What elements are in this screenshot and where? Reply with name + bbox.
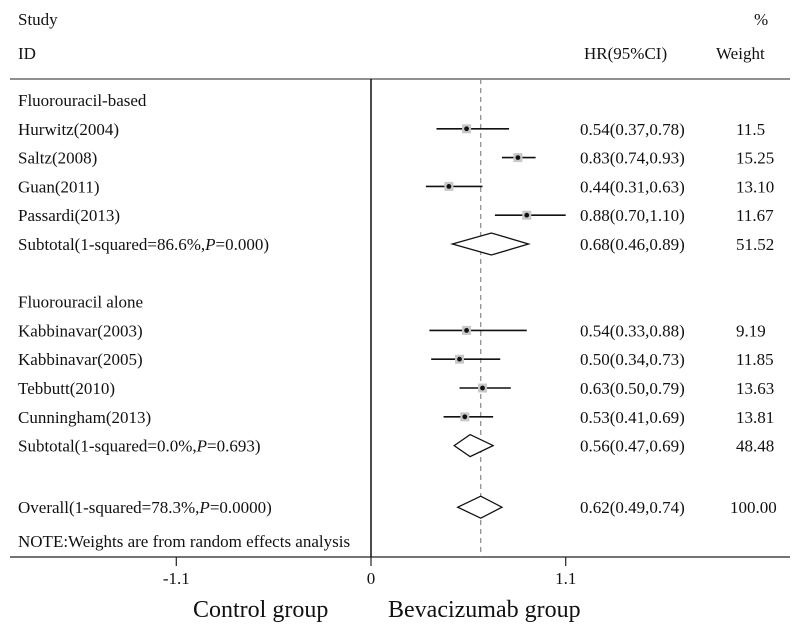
weight-value: 15.25 — [736, 149, 774, 168]
x-tick-label: 1.1 — [555, 569, 576, 588]
p-value-text: =0.0000) — [210, 498, 272, 517]
row-label-text: Overall(1-squared=78.3%, — [18, 498, 199, 517]
point-estimate — [464, 126, 469, 132]
weight-value: 9.19 — [736, 321, 766, 340]
subtotal-diamond — [450, 232, 531, 256]
group-label: Fluorouracil-based — [18, 91, 147, 110]
study-label: Kabbinavar(2005) — [18, 350, 143, 369]
percent-header: % — [754, 10, 769, 29]
p-value-text: =0.000) — [216, 235, 270, 254]
hr-header: HR(95%CI) — [584, 44, 668, 63]
id-header: ID — [18, 44, 36, 63]
point-estimate — [515, 155, 521, 161]
study-label: Passardi(2013) — [18, 206, 120, 225]
point-estimate — [524, 212, 530, 218]
study-label: Guan(2011) — [18, 177, 100, 196]
x-label-right: Bevacizumab group — [388, 597, 581, 623]
x-tick-label: 0 — [367, 569, 376, 588]
hr-ci-value: 0.54(0.33,0.88) — [580, 321, 685, 340]
point-estimate — [462, 414, 468, 420]
point-estimate — [464, 328, 469, 333]
weight-value: 13.63 — [736, 379, 774, 398]
study-label: Tebbutt(2010) — [18, 379, 115, 398]
group-label: Fluorouracil alone — [18, 293, 143, 312]
x-tick-label: -1.1 — [163, 569, 190, 588]
p-letter: P — [198, 498, 209, 517]
weight-value: 51.52 — [736, 235, 774, 254]
study-label: Hurwitz(2004) — [18, 120, 119, 139]
row-label-text: Passardi(2013) — [18, 206, 120, 225]
row-label-text: Subtotal(1-squared=0.0%, — [18, 437, 197, 456]
hr-ci-value: 0.56(0.47,0.69) — [580, 437, 685, 456]
row-label-text: Tebbutt(2010) — [18, 379, 115, 398]
weight-value: 11.67 — [736, 206, 774, 225]
weight-value: 13.81 — [736, 408, 774, 427]
hr-ci-value: 0.68(0.46,0.89) — [580, 235, 685, 254]
row-label-text: Subtotal(1-squared=86.6%, — [18, 235, 205, 254]
study-header: Study — [18, 10, 58, 29]
row-label-text: Kabbinavar(2003) — [18, 321, 143, 340]
hr-ci-value: 0.88(0.70,1.10) — [580, 206, 685, 225]
point-estimate — [446, 184, 452, 189]
overall-label: Overall(1-squared=78.3%,P=0.0000) — [18, 498, 272, 517]
hr-ci-value: 0.44(0.31,0.63) — [580, 177, 685, 196]
hr-ci-value: 0.50(0.34,0.73) — [580, 350, 685, 369]
row-label-text: Hurwitz(2004) — [18, 120, 119, 139]
weight-value: 11.85 — [736, 350, 774, 369]
study-label: Kabbinavar(2003) — [18, 321, 143, 340]
p-letter: P — [196, 437, 207, 456]
x-label-left: Control group — [193, 597, 329, 623]
hr-ci-value: 0.62(0.49,0.74) — [580, 498, 685, 517]
subtotal-diamond — [453, 433, 495, 458]
hr-ci-value: 0.83(0.74,0.93) — [580, 149, 685, 168]
weight-value: 48.48 — [736, 437, 774, 456]
subtotal-label: Subtotal(1-squared=86.6%,P=0.000) — [18, 235, 269, 254]
p-value-text: =0.693) — [207, 437, 261, 456]
p-letter: P — [204, 235, 215, 254]
row-label-text: Cunningham(2013) — [18, 408, 151, 427]
hr-ci-value: 0.54(0.37,0.78) — [580, 120, 685, 139]
weight-value: 100.00 — [730, 498, 777, 517]
study-label: Cunningham(2013) — [18, 408, 151, 427]
overall-diamond — [456, 495, 504, 519]
point-estimate — [480, 385, 485, 391]
weight-header: Weight — [716, 44, 765, 63]
row-label-text: Guan(2011) — [18, 177, 100, 196]
subtotal-label: Subtotal(1-squared=0.0%,P=0.693) — [18, 437, 261, 456]
weight-value: 11.5 — [736, 120, 765, 139]
row-label-text: Saltz(2008) — [18, 149, 97, 168]
weight-value: 13.10 — [736, 177, 774, 196]
hr-ci-value: 0.63(0.50,0.79) — [580, 379, 685, 398]
point-estimate — [457, 356, 462, 362]
row-label-text: Kabbinavar(2005) — [18, 350, 143, 369]
study-label: Saltz(2008) — [18, 149, 97, 168]
note-text: NOTE:Weights are from random effects ana… — [18, 532, 351, 551]
hr-ci-value: 0.53(0.41,0.69) — [580, 408, 685, 427]
